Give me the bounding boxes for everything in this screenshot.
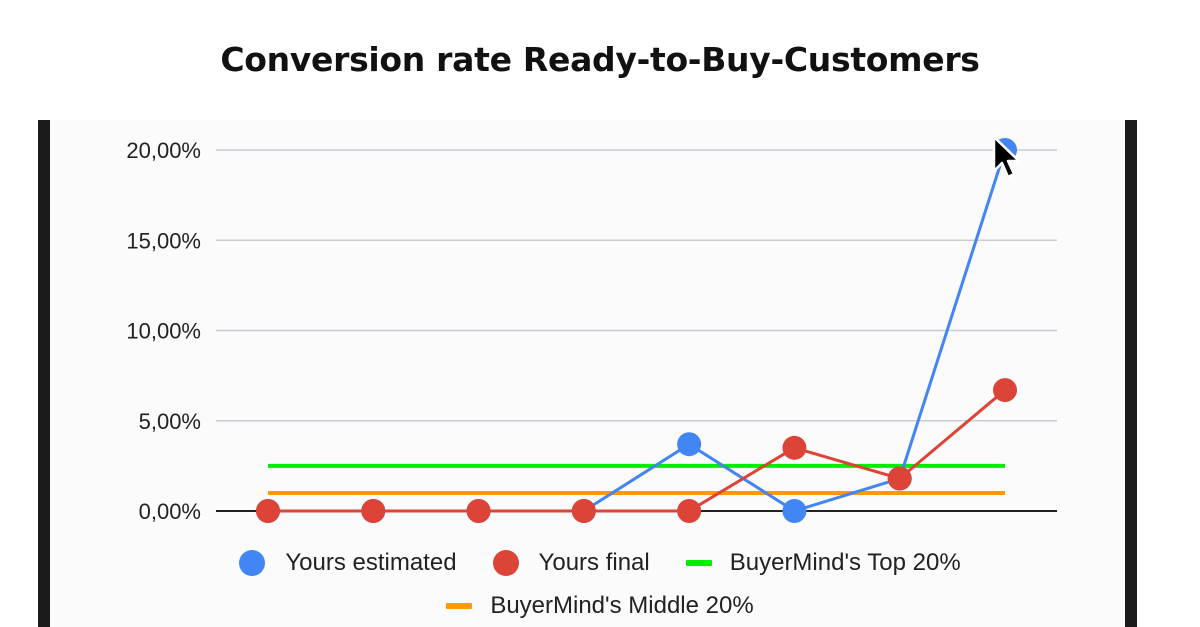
y-tick-label: 0,00% (139, 499, 201, 524)
data-point-0-4[interactable] (677, 432, 702, 457)
frame-left-border (38, 120, 50, 627)
series-group (256, 138, 1017, 523)
series-line-1 (268, 388, 1006, 513)
legend-item-middle-20[interactable]: BuyerMind's Middle 20% (446, 592, 754, 620)
data-point-1-0[interactable] (256, 499, 280, 523)
legend-item-yours-estimated[interactable]: Yours estimated (239, 549, 457, 577)
data-point-1-1[interactable] (361, 499, 386, 523)
legend-label: Yours final (538, 549, 650, 576)
chart-panel (50, 120, 1125, 627)
legend-swatch-yours-final (492, 550, 519, 576)
legend-label: BuyerMind's Middle 20% (490, 592, 754, 619)
data-point-1-4[interactable] (677, 499, 702, 523)
y-axis-ticks: 0,00% 5,00% 10,00% 15,00% 20,00% (126, 138, 201, 524)
legend-item-top-20[interactable]: BuyerMind's Top 20% (685, 549, 961, 577)
legend-label: BuyerMind's Top 20% (729, 549, 961, 576)
legend-swatch-top-20 (685, 560, 712, 566)
chart-title: Conversion rate Ready-to-Buy-Customers (220, 40, 980, 79)
y-tick-label: 10,00% (126, 319, 201, 344)
data-point-1-6[interactable] (887, 466, 912, 491)
data-point-1-3[interactable] (571, 499, 596, 523)
data-point-1-5[interactable] (782, 435, 807, 460)
data-point-1-7[interactable] (993, 378, 1017, 403)
legend-row-2: BuyerMind's Middle 20% (0, 592, 1200, 620)
data-point-1-2[interactable] (466, 499, 491, 523)
y-tick-label: 15,00% (126, 228, 201, 253)
legend-label: Yours estimated (285, 549, 457, 576)
mouse-pointer-icon (992, 135, 1021, 179)
legend-swatch-yours-estimated (239, 550, 266, 576)
legend-swatch-middle-20 (446, 603, 473, 609)
legend-item-yours-final[interactable]: Yours final (492, 549, 650, 577)
grid-lines (216, 149, 1057, 512)
data-point-0-5[interactable] (782, 499, 807, 523)
y-tick-label: 20,00% (126, 138, 201, 163)
legend-row-1: Yours estimated Yours final BuyerMind's … (0, 549, 1200, 577)
y-tick-label: 5,00% (139, 409, 201, 434)
frame-right-border (1125, 120, 1137, 627)
